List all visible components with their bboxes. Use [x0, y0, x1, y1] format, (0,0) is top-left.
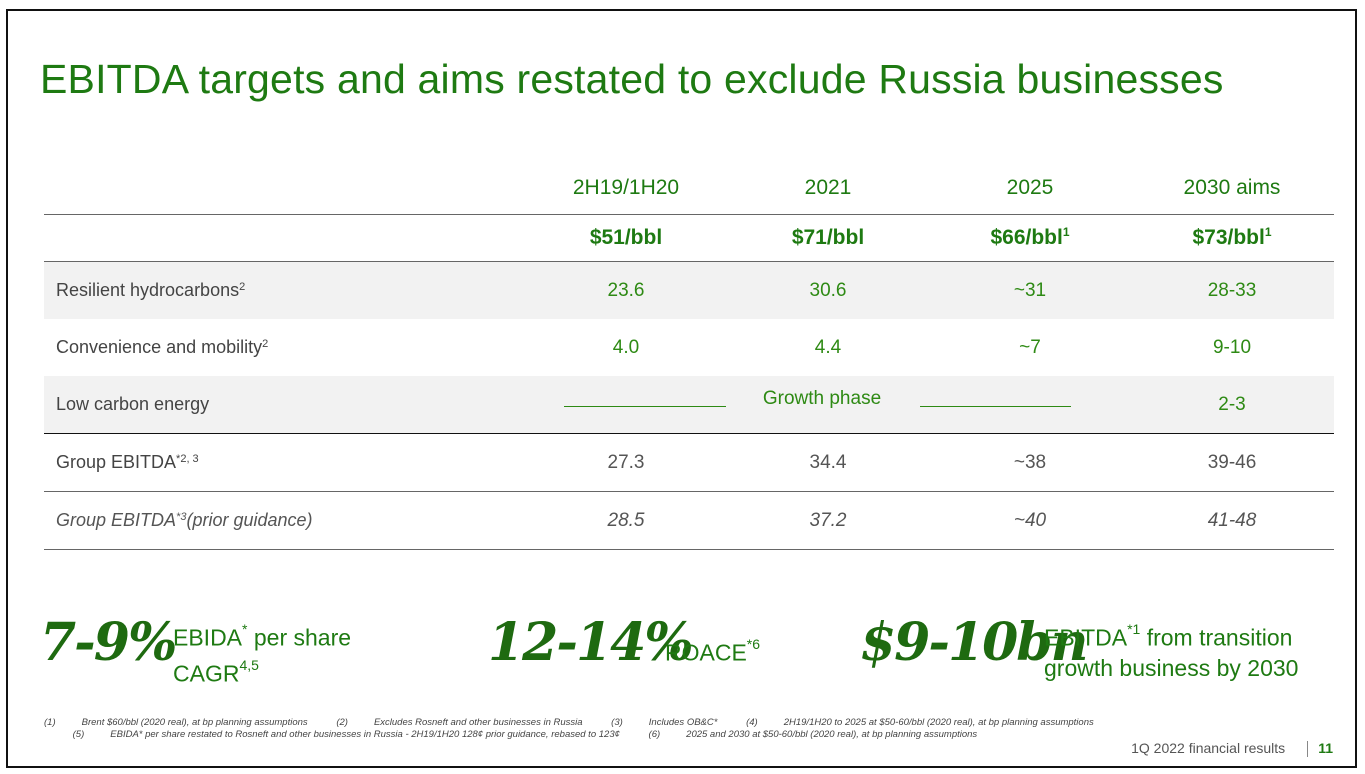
row-value: ~7	[1019, 336, 1041, 358]
table-row: Group EBITDA *3 (prior guidance) 28.5 37.…	[44, 492, 1334, 550]
row-value: 41-48	[1207, 509, 1257, 531]
kpi-transition-ebitda-figure: $9-10bn	[860, 612, 1088, 673]
table-row: Resilient hydrocarbons 2 23.6 30.6 ~31 28…	[44, 262, 1334, 319]
row-value: 39-46	[1207, 451, 1257, 473]
row-value: 30.6	[809, 279, 847, 301]
row-value: ~40	[1013, 509, 1047, 531]
slide-title: EBITDA targets and aims restated to excl…	[40, 56, 1224, 102]
col-header: 2021	[804, 176, 852, 199]
row-label: Low carbon energy	[56, 394, 210, 414]
kpi-transition-ebitda-label: EBITDA*1 from transition growth business…	[1044, 621, 1299, 681]
footer-label: 1Q 2022 financial results	[1131, 740, 1286, 756]
price-cell: $66/bbl 1	[990, 225, 1070, 249]
row-value: 28-33	[1207, 279, 1257, 301]
col-header: 2025	[1006, 176, 1054, 199]
page-number: 11	[1318, 740, 1333, 756]
row-value: 34.4	[809, 451, 847, 473]
row-value: ~38	[1013, 451, 1047, 473]
row-value: 2-3	[1218, 393, 1246, 415]
kpi-eps-growth-figure: 7-9%	[40, 612, 177, 673]
kpi-roace-label: ROACE*6	[665, 636, 761, 666]
row-value: 4.4	[814, 336, 842, 358]
price-cell: $73/bbl 1	[1192, 225, 1272, 249]
col-header: 2H19/1H20	[572, 176, 680, 199]
row-value: 9-10	[1212, 336, 1252, 358]
growth-line-right	[920, 406, 1071, 407]
slide-frame	[6, 9, 1357, 768]
col-header: 2030 aims	[1183, 176, 1281, 199]
row-label: Group EBITDA *2, 3	[56, 452, 199, 472]
row-value: 37.2	[809, 509, 847, 531]
kpi-eps-growth-label: EBIDA* per share CAGR4,5	[173, 621, 352, 687]
price-cell: $71/bbl	[791, 226, 865, 249]
header-row: 2H19/1H20 2021 2025 2030 aims	[44, 176, 1334, 215]
ebitda-table: 2H19/1H20 2021 2025 2030 aims $51/bbl $7…	[44, 176, 1334, 550]
table-row: Convenience and mobility 2 4.0 4.4 ~7 9-1…	[44, 319, 1334, 376]
growth-line-left	[564, 406, 726, 407]
growth-phase-label: Growth phase	[762, 387, 882, 409]
table-row: Low carbon energy Growth phase 2-3	[44, 376, 1334, 433]
row-value: 23.6	[607, 279, 645, 301]
price-row: $51/bbl $71/bbl $66/bbl 1 $73/bbl 1	[44, 215, 1334, 262]
footer-divider	[1307, 741, 1309, 758]
row-value: ~31	[1013, 279, 1047, 301]
row-value: 27.3	[607, 451, 645, 473]
slide-footer: 1Q 2022 financial results 11	[1131, 740, 1333, 758]
kpi-roace-figure: 12-14%	[488, 612, 694, 673]
footnotes: (1) Brent $60/bbl (2020 real), at bp plan…	[44, 717, 1094, 740]
price-cell: $51/bbl	[589, 226, 663, 249]
table-row: Group EBITDA *2, 3 27.3 34.4 ~38 39-46	[44, 433, 1334, 492]
row-value: 28.5	[607, 509, 645, 531]
row-label: Convenience and mobility 2	[56, 337, 269, 357]
row-label: Resilient hydrocarbons 2	[56, 280, 246, 300]
row-label: Group EBITDA *3 (prior guidance)	[56, 510, 313, 530]
row-value: 4.0	[612, 336, 640, 358]
